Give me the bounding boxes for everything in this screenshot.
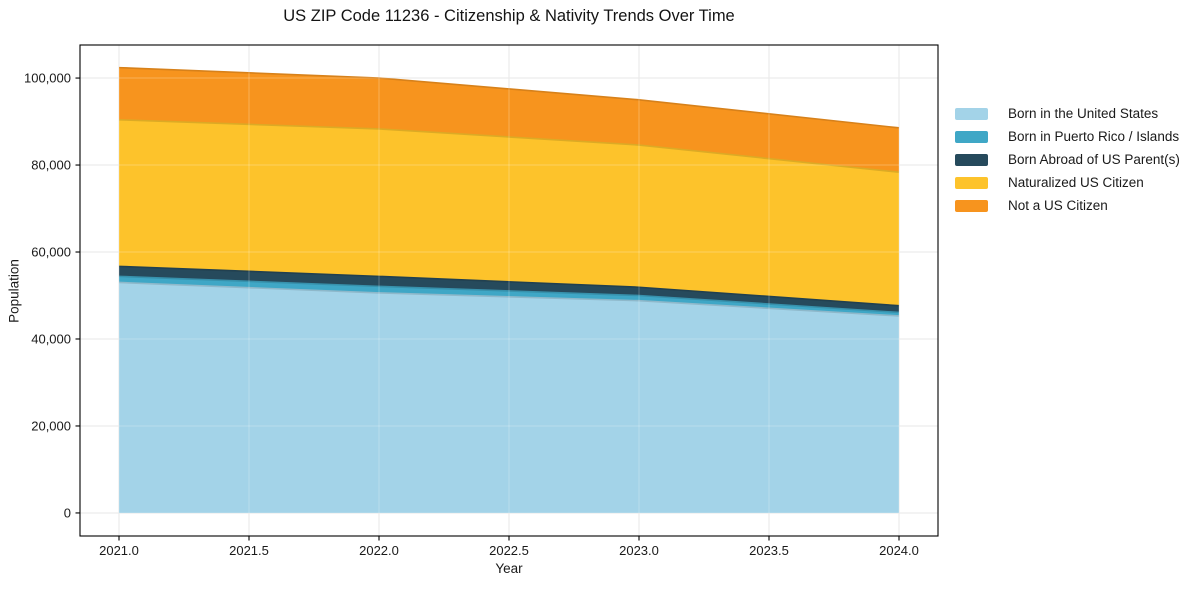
x-tick-label: 2022.5 [489,543,529,558]
y-tick-label: 60,000 [31,245,71,260]
x-tick-label: 2023.5 [749,543,789,558]
legend-label: Not a US Citizen [1008,198,1108,213]
legend-label: Born in the United States [1008,106,1159,121]
legend: Born in the United States Born in Puerto … [955,106,1180,213]
area-born-in-the-united-states [119,282,899,513]
y-tick-label: 0 [64,505,71,520]
chart-title: US ZIP Code 11236 - Citizenship & Nativi… [283,7,735,25]
area-edge-not-a-us-citizen [118,66,900,129]
legend-label: Born Abroad of US Parent(s) [1008,152,1180,167]
area-not-a-us-citizen [119,67,899,173]
legend-item-born-in-the-united-states: Born in the United States [955,106,1180,121]
legend-swatch [955,176,988,189]
area-naturalized-us-citizen [119,119,899,306]
legend-swatch [955,130,988,143]
area-edge-born-abroad-of-us-parent-s [118,265,900,307]
x-tick-label: 2021.0 [99,543,139,558]
y-tick-label: 40,000 [31,331,71,346]
legend-swatch [955,107,988,120]
legend-swatch [955,199,988,212]
x-tick-label: 2023.0 [619,543,659,558]
y-tick-label: 80,000 [31,158,71,173]
legend-item-naturalized-us-citizen: Naturalized US Citizen [955,175,1180,190]
x-tick-label: 2021.5 [229,543,269,558]
legend-item-not-a-us-citizen: Not a US Citizen [955,198,1180,213]
legend-item-born-in-puerto-rico-islands: Born in Puerto Rico / Islands [955,129,1180,144]
area-born-abroad-of-us-parent-s [119,266,899,313]
legend-swatch [955,153,988,166]
x-axis-label: Year [495,561,523,576]
legend-label: Born in Puerto Rico / Islands [1008,129,1180,144]
legend-label: Naturalized US Citizen [1008,175,1144,190]
y-tick-label: 20,000 [31,418,71,433]
x-tick-label: 2022.0 [359,543,399,558]
area-edge-naturalized-us-citizen [118,119,900,174]
area-edge-born-in-puerto-rico-islands [118,275,900,314]
x-tick-label: 2024.0 [879,543,919,558]
area-edge-born-in-the-united-states [118,281,900,317]
y-tick-label: 100,000 [24,71,71,86]
legend-item-born-abroad-of-us-parent-s: Born Abroad of US Parent(s) [955,152,1180,167]
